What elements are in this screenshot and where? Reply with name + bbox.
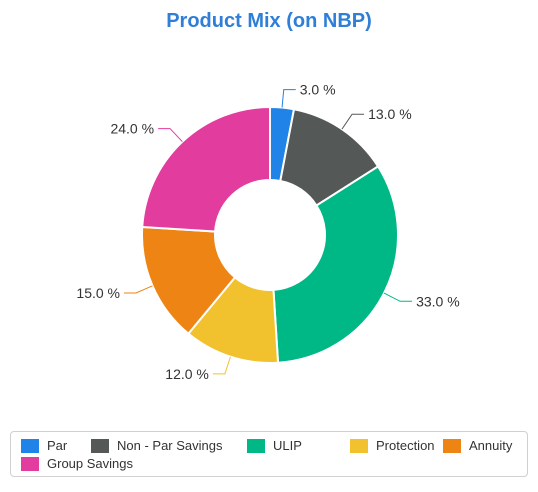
slice-label-5: 24.0 % [110,121,154,137]
slice-label-0: 3.0 % [300,82,336,98]
leader-line-0 [281,89,296,108]
legend-item-4[interactable]: Annuity [443,438,512,453]
leader-line-1 [341,113,365,130]
leader-line-2 [383,292,413,302]
legend-label-5: Group Savings [47,456,133,471]
legend-item-0[interactable]: Par [21,438,67,453]
slice-2[interactable] [272,165,399,364]
slice-label-2: 33.0 % [416,293,460,309]
legend-swatch-3 [350,438,368,453]
slice-label-4: 15.0 % [76,285,120,301]
slice-label-1: 13.0 % [368,106,412,122]
legend-swatch-0 [21,438,39,453]
legend-item-3[interactable]: Protection [350,438,435,453]
legend-label-1: Non - Par Savings [117,438,223,453]
slice-5[interactable] [141,105,271,233]
slice-label-3: 12.0 % [165,366,209,382]
donut-chart: 3.0 % 13.0 % 33.0 % 12.0 % 15.0 % 24.0 % [76,82,460,382]
chart-legend: Par Non - Par Savings ULIP Protection Annuit… [10,431,528,477]
legend-label-4: Annuity [469,438,513,453]
chart-title: Product Mix (on NBP) [166,10,372,32]
legend-item-2[interactable]: ULIP [247,438,302,453]
legend-label-2: ULIP [273,438,302,453]
legend-swatch-2 [247,438,265,453]
legend-swatch-5 [21,456,39,471]
legend-label-0: Par [47,438,68,453]
legend-label-3: Protection [376,438,435,453]
legend-item-5[interactable]: Group Savings [21,456,133,471]
legend-item-1[interactable]: Non - Par Savings [91,438,223,453]
leader-line-4 [124,285,153,294]
leader-line-3 [212,356,231,375]
leader-line-5 [158,128,183,143]
legend-swatch-4 [443,438,461,453]
legend-swatch-1 [91,438,109,453]
